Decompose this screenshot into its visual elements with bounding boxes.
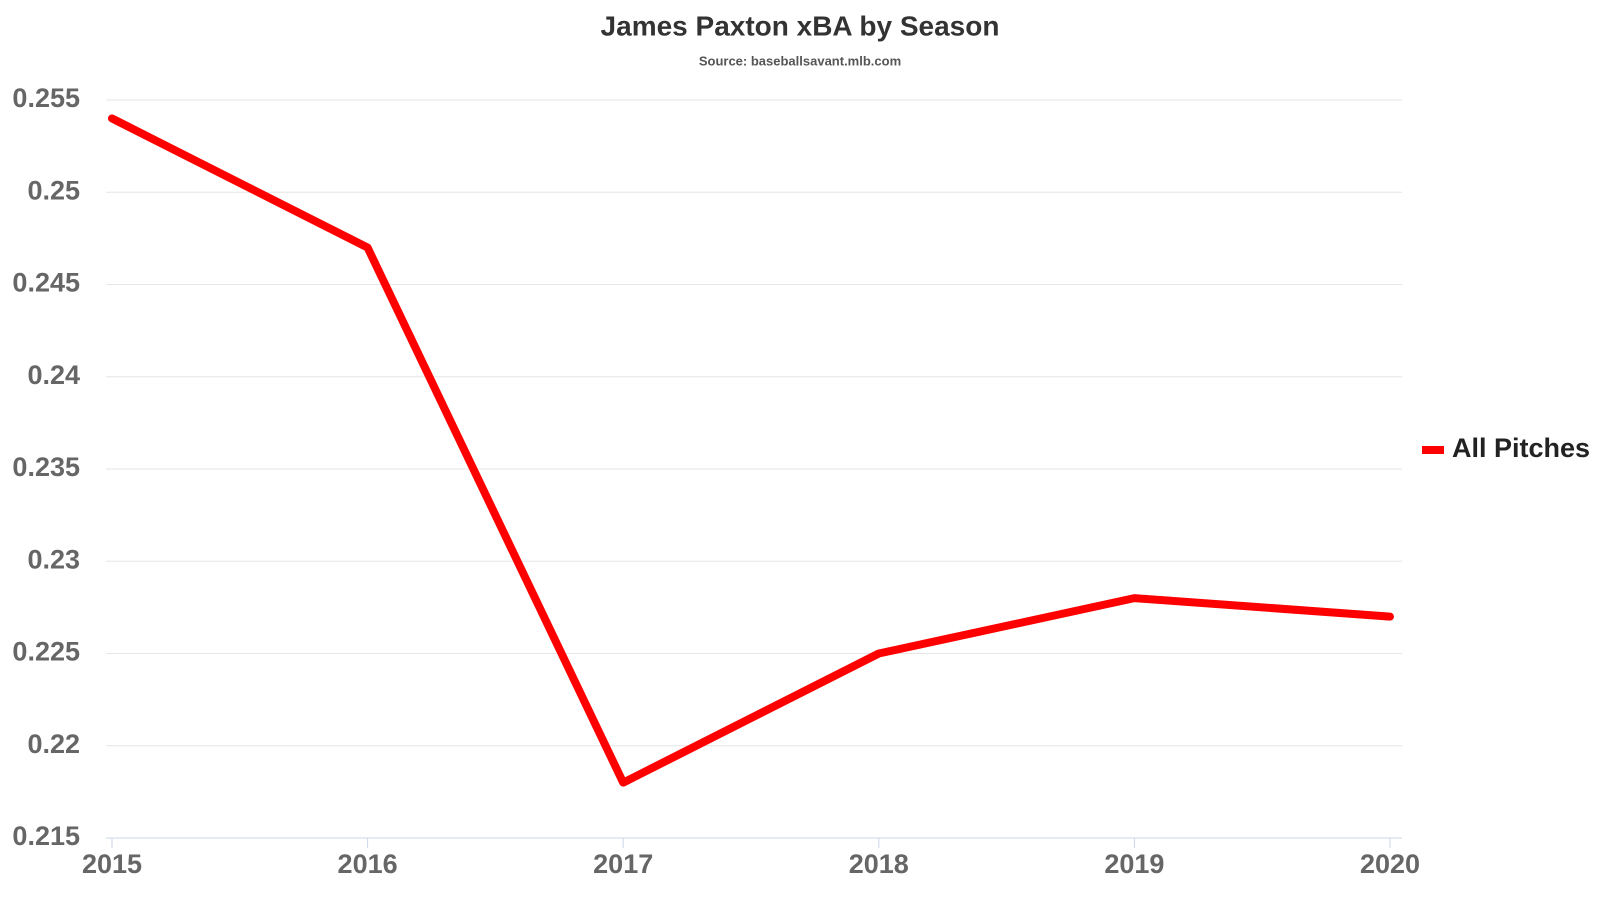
x-tick-label: 2016 [338,849,398,879]
x-tick-label: 2018 [849,849,909,879]
y-tick-label: 0.235 [12,452,80,482]
y-tick-label: 0.245 [12,268,80,298]
data-line [108,114,1394,787]
x-tick-label: 2019 [1104,849,1164,879]
y-tick-label: 0.25 [27,175,80,205]
y-tick-label: 0.255 [12,83,80,113]
y-tick-label: 0.215 [12,821,80,851]
y-tick-label: 0.23 [27,544,80,574]
y-tick-label: 0.24 [27,360,80,390]
x-tick-label: 2020 [1360,849,1420,879]
x-tick-label: 2017 [593,849,653,879]
legend-label: All Pitches [1452,433,1590,463]
chart-subtitle: Source: baseballsavant.mlb.com [699,53,901,68]
x-tick-label: 2015 [82,849,142,879]
y-tick-label: 0.225 [12,637,80,667]
y-tick-label: 0.22 [27,729,80,759]
chart-title: James Paxton xBA by Season [601,10,1000,41]
